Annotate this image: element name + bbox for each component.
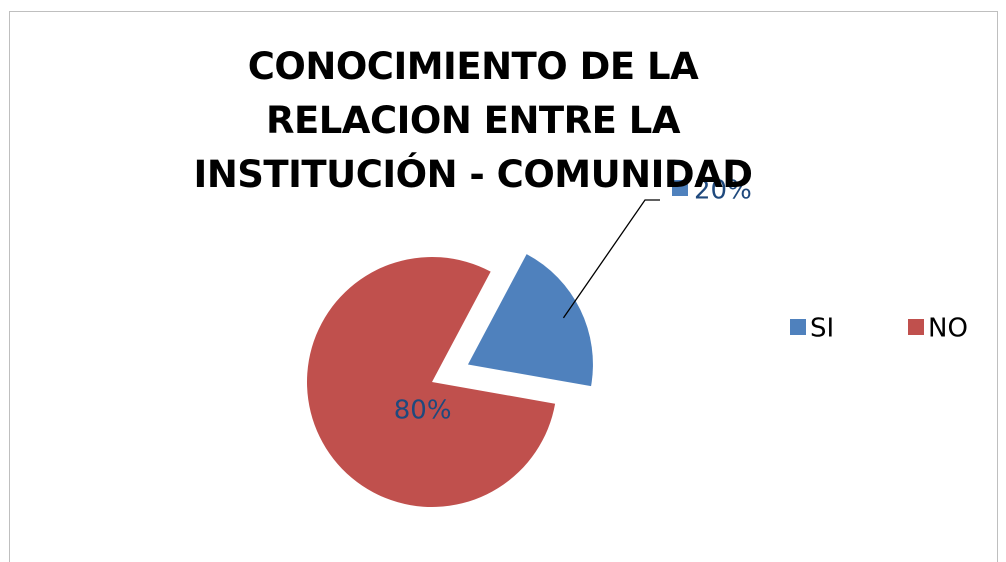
pie-slice	[307, 256, 556, 507]
legend-label: NO	[928, 314, 968, 344]
chart-title: CONOCIMIENTO DE LA RELACION ENTRE LA INS…	[193, 45, 753, 196]
legend-key	[908, 319, 924, 335]
legend-label: SI	[810, 314, 834, 344]
data-label: 20%	[694, 176, 752, 206]
leader-line	[562, 199, 660, 319]
label-key	[672, 180, 688, 196]
legend-key	[790, 319, 806, 335]
pie-slice	[467, 254, 593, 387]
data-label: 80%	[394, 396, 452, 426]
